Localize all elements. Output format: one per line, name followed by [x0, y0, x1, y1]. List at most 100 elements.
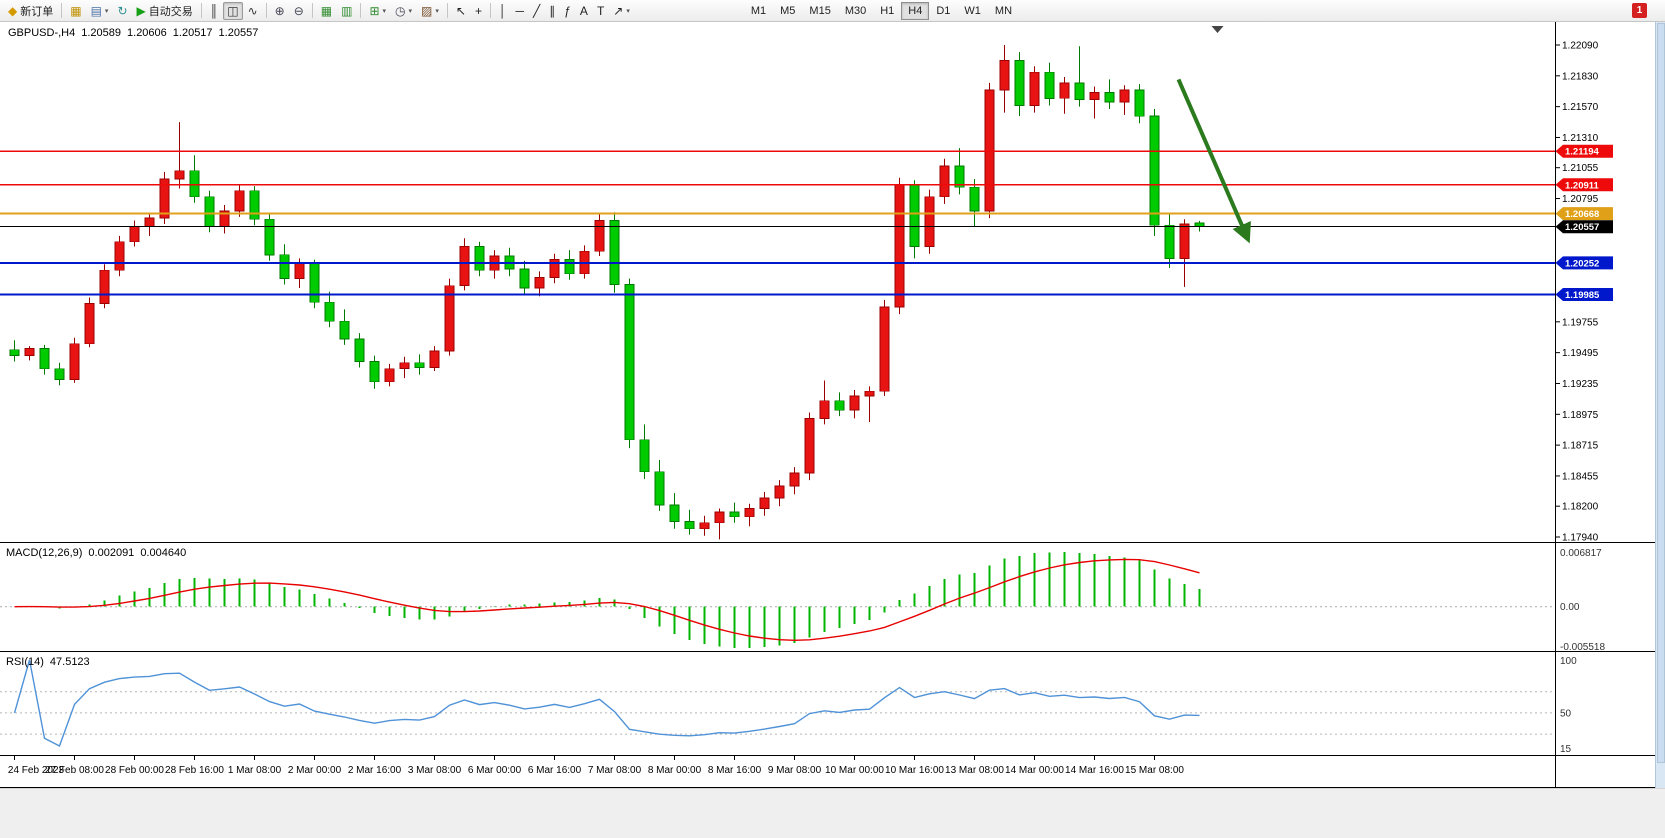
- charts-grid-button[interactable]: ▦: [66, 2, 85, 20]
- price-axis: 1.22090 1.21830 1.21570 1.21310 1.21055 1.207…: [1555, 41, 1599, 544]
- line-chart-button[interactable]: ∿: [244, 2, 262, 20]
- vertical-line-button[interactable]: │: [495, 2, 511, 20]
- toolbar-separator: [360, 3, 362, 18]
- bar-chart-button[interactable]: ║: [206, 2, 223, 20]
- periods-icon: ◷: [395, 3, 406, 18]
- svg-text:10 Mar 16:00: 10 Mar 16:00: [885, 765, 944, 776]
- chevron-down-icon: ▾: [382, 7, 387, 15]
- trend-arrow-annotation[interactable]: [1176, 78, 1251, 244]
- chevron-down-icon: ▾: [104, 7, 109, 15]
- svg-text:27 Feb 08:00: 27 Feb 08:00: [45, 765, 104, 776]
- rsi-header: RSI(14) 47.5123: [6, 656, 96, 668]
- macd-histogram: [28, 552, 1201, 648]
- svg-text:28 Feb 00:00: 28 Feb 00:00: [105, 765, 164, 776]
- arrows-button[interactable]: ↗ ▾: [609, 2, 634, 20]
- trendline-button[interactable]: ╱: [529, 2, 544, 20]
- svg-text:1.20795: 1.20795: [1562, 194, 1599, 205]
- timeframe-mn[interactable]: MN: [988, 2, 1019, 20]
- data-window-button[interactable]: ↻: [113, 2, 131, 20]
- new-order-button[interactable]: ◆ 新订单: [4, 2, 57, 20]
- chart-low-value: 1.20517: [172, 27, 213, 39]
- zoom-in-button[interactable]: ⊕: [271, 2, 289, 20]
- chart-high-value: 1.20606: [127, 27, 167, 39]
- arrange-windows-icon: ▥: [341, 3, 353, 18]
- bar-chart-icon: ║: [209, 3, 219, 18]
- timeframe-m15[interactable]: M15: [802, 2, 837, 20]
- notification-badge[interactable]: 1: [1632, 3, 1647, 18]
- cursor-icon: ↖: [455, 3, 466, 18]
- svg-text:1.19755: 1.19755: [1562, 317, 1599, 328]
- svg-text:1.18200: 1.18200: [1562, 502, 1599, 513]
- timeframe-d1[interactable]: D1: [929, 2, 957, 20]
- svg-text:1.20557: 1.20557: [1565, 222, 1599, 233]
- indicators-button[interactable]: ⊞ ▾: [365, 2, 390, 20]
- svg-text:6 Mar 00:00: 6 Mar 00:00: [468, 765, 522, 776]
- candlestick-chart-icon: ◫: [227, 3, 239, 18]
- channel-button[interactable]: ∥: [545, 2, 559, 20]
- arrange-windows-button[interactable]: ▥: [337, 2, 356, 20]
- chart-area[interactable]: 1.22090 1.21830 1.21570 1.21310 1.21055 1.207…: [0, 22, 1655, 788]
- svg-text:1.19235: 1.19235: [1562, 379, 1599, 390]
- timeframe-m5[interactable]: M5: [773, 2, 802, 20]
- periods-button[interactable]: ◷ ▾: [391, 2, 416, 20]
- svg-text:0.006817: 0.006817: [1560, 548, 1602, 559]
- window-bottom-strip: [0, 788, 1665, 838]
- arrows-icon: ↗: [613, 3, 624, 18]
- price-tag-1.21194: 1.21194: [1555, 144, 1613, 158]
- label-button[interactable]: T: [593, 2, 608, 20]
- toolbar-separator: [489, 3, 491, 18]
- tile-windows-button[interactable]: ▦: [317, 2, 336, 20]
- svg-text:15: 15: [1560, 744, 1572, 755]
- chart-shift-marker[interactable]: [1211, 26, 1224, 33]
- timeframe-h1[interactable]: H1: [873, 2, 901, 20]
- svg-text:1.21310: 1.21310: [1562, 133, 1599, 144]
- zoom-out-button[interactable]: ⊖: [290, 2, 308, 20]
- svg-text:-0.005518: -0.005518: [1560, 642, 1605, 653]
- chevron-down-icon: ▾: [408, 7, 413, 15]
- autotrading-icon: ▶: [136, 3, 146, 18]
- timeframe-h4[interactable]: H4: [901, 1, 930, 20]
- scrollbar-thumb[interactable]: [1657, 23, 1665, 763]
- line-chart-icon: ∿: [247, 3, 258, 18]
- templates-button[interactable]: ▨ ▾: [417, 2, 443, 20]
- horizontal-line-button[interactable]: ─: [511, 2, 528, 20]
- autotrading-button[interactable]: ▶ 自动交易: [133, 2, 197, 20]
- svg-text:1.22090: 1.22090: [1562, 41, 1599, 52]
- svg-text:1.19985: 1.19985: [1565, 290, 1600, 301]
- rsi-label: RSI(14): [6, 656, 44, 668]
- macd-header: MACD(12,26,9) 0.002091 0.004640: [6, 547, 192, 559]
- svg-text:1.17940: 1.17940: [1562, 533, 1599, 544]
- crosshair-button[interactable]: +: [471, 2, 486, 20]
- trendline-icon: ╱: [533, 3, 541, 18]
- profiles-button[interactable]: ▤ ▾: [87, 2, 113, 20]
- svg-text:7 Mar 08:00: 7 Mar 08:00: [588, 765, 642, 776]
- timeframe-m1[interactable]: M1: [744, 2, 773, 20]
- svg-text:1.21830: 1.21830: [1562, 71, 1599, 82]
- macd-axis: 0.006817 0.00 -0.005518: [1560, 548, 1605, 653]
- rsi-axis: 100 50 15: [1560, 656, 1577, 755]
- price-tag-1.19985: 1.19985: [1555, 288, 1613, 301]
- svg-text:15 Mar 08:00: 15 Mar 08:00: [1125, 765, 1184, 776]
- label-icon: T: [596, 3, 605, 18]
- candlestick-series: [9, 45, 1205, 540]
- timeframe-m30[interactable]: M30: [838, 2, 873, 20]
- svg-text:1.20252: 1.20252: [1565, 258, 1599, 269]
- toolbar-separator: [311, 3, 313, 18]
- profiles-icon: ▤: [90, 3, 102, 18]
- vertical-line-icon: │: [498, 3, 507, 18]
- toolbar-tools: ◆ 新订单 ▦ ▤ ▾ ↻ ▶ 自动交易 ║ ◫ ∿ ⊕ ⊖ ▦ ▥ ⊞ ▾ ◷ ▾ ▨ ▾ ↖ + │ ─ ╱ ∥ ƒ A T ↗ ▾: [4, 1, 634, 20]
- vertical-scrollbar[interactable]: [1655, 22, 1665, 788]
- new-order-icon: ◆: [8, 3, 18, 18]
- timeframe-w1[interactable]: W1: [957, 2, 988, 20]
- svg-text:1.18975: 1.18975: [1562, 410, 1599, 421]
- text-button[interactable]: A: [576, 2, 592, 20]
- candlestick-chart-button[interactable]: ◫: [223, 1, 243, 20]
- svg-text:14 Mar 00:00: 14 Mar 00:00: [1005, 765, 1064, 776]
- chevron-down-icon: ▾: [626, 7, 630, 15]
- chevron-down-icon: ▾: [435, 7, 439, 15]
- channel-icon: ∥: [549, 3, 556, 18]
- cursor-button[interactable]: ↖: [452, 2, 470, 20]
- chart-symbol-label: GBPUSD-,H4: [8, 27, 76, 39]
- fibonacci-button[interactable]: ƒ: [560, 2, 575, 20]
